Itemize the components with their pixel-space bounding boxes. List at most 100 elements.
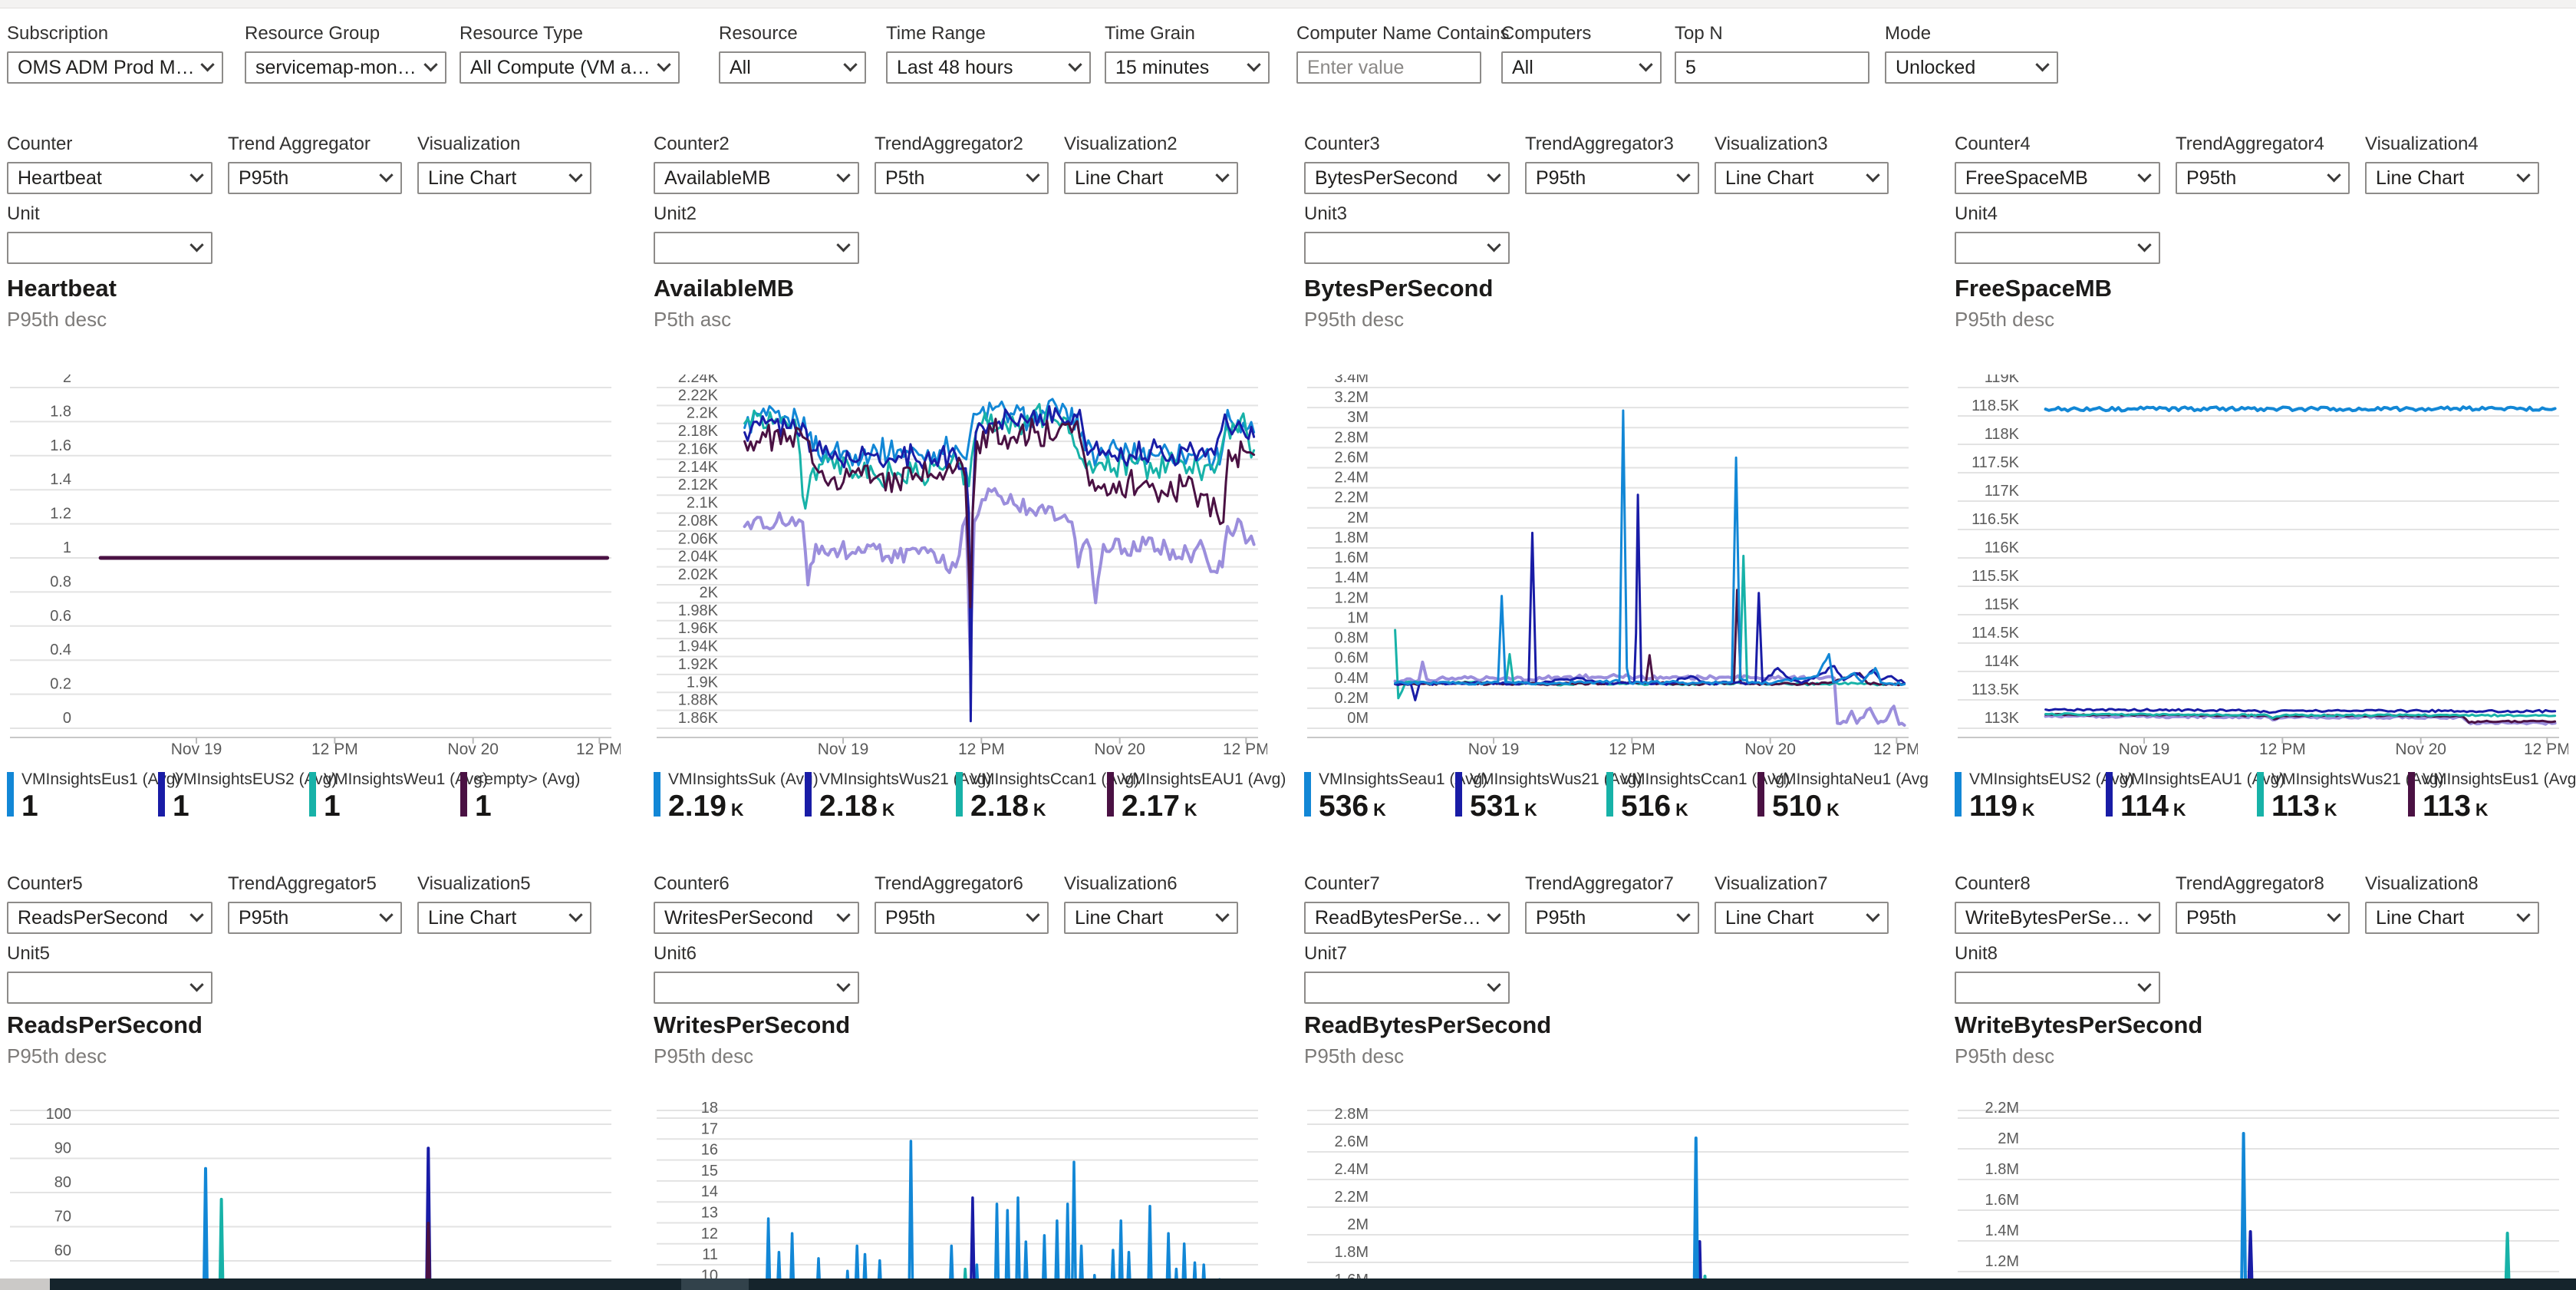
trendaggregator2-select[interactable]: P5th xyxy=(875,162,1049,194)
trendaggregator4-select[interactable]: P95th xyxy=(2176,162,2350,194)
chevron-down-icon xyxy=(1639,57,1653,71)
legend-item[interactable]: VMInsightsSuk (Avg) 2.19 K xyxy=(654,769,819,826)
svg-text:2.8M: 2.8M xyxy=(1335,1106,1369,1123)
filter-counter3: Counter3 BytesPerSecond xyxy=(1304,134,1510,194)
legend-item[interactable]: VMInsightsWus21 (Avg) 113 K xyxy=(2257,769,2443,826)
legend-item[interactable]: VMInsightaNeu1 (Avg 510 K xyxy=(1757,769,1929,826)
chart-subtitle: P5th asc xyxy=(654,308,732,331)
svg-text:2M: 2M xyxy=(1347,1216,1369,1233)
legend-item[interactable]: VMInsightsEAU1 (Avg) 114 K xyxy=(2106,769,2284,826)
legend-item[interactable]: VMInsightsEus1 (Avg) 1 xyxy=(7,769,180,823)
trendaggregator6-select[interactable]: P95th xyxy=(875,902,1049,934)
legend-item[interactable]: VMInsightsCcan1 (Avg) 516 K xyxy=(1606,769,1790,826)
legend-item[interactable]: VMInsightsEUS2 (Avg) 1 xyxy=(158,769,337,823)
counter8-select[interactable]: WriteBytesPerSecond xyxy=(1955,902,2160,934)
unit5-select[interactable] xyxy=(7,972,212,1004)
resource-type-select[interactable]: All Compute (VM and VM... xyxy=(460,51,680,84)
filter-resource-type: Resource Type All Compute (VM and VM... xyxy=(460,23,680,84)
computers-select[interactable]: All xyxy=(1501,51,1662,84)
top-n-input[interactable] xyxy=(1675,51,1869,84)
time-range-select[interactable]: Last 48 hours xyxy=(886,51,1091,84)
svg-text:Nov 19: Nov 19 xyxy=(1468,741,1520,758)
subscription-select[interactable]: OMS ADM Prod Monitori... xyxy=(7,51,223,84)
resource-group-select[interactable]: servicemap-monitoring xyxy=(245,51,446,84)
chevron-down-icon xyxy=(189,907,204,922)
svg-text:0.4: 0.4 xyxy=(50,642,71,658)
svg-text:114K: 114K xyxy=(1985,653,2020,670)
counter-select[interactable]: Heartbeat xyxy=(7,162,212,194)
chart-canvas-FreeSpaceMB: 119K 118.5K 118K 117.5K 117K 116.5K 116K 115.5K… xyxy=(1958,374,2568,758)
filter-trend-aggregator: Trend Aggregator P95th xyxy=(228,134,402,194)
counter6-select[interactable]: WritesPerSecond xyxy=(654,902,859,934)
filter-time-range: Time Range Last 48 hours xyxy=(886,23,1091,84)
legend-item[interactable]: <empty> (Avg) 1 xyxy=(460,769,611,823)
visualization5-select[interactable]: Line Chart xyxy=(417,902,591,934)
filter-visualization: Visualization Line Chart xyxy=(417,134,591,194)
legend-value-unit: K xyxy=(1373,800,1386,820)
counter-group-3: Counter3 BytesPerSecond TrendAggregator3 P9… xyxy=(1304,134,1925,264)
unit2-select[interactable] xyxy=(654,232,859,264)
counter7-select[interactable]: ReadBytesPerSecond xyxy=(1304,902,1510,934)
trendaggregator4-value: P95th xyxy=(2186,167,2237,189)
visualization7-select[interactable]: Line Chart xyxy=(1715,902,1889,934)
unit6-select[interactable] xyxy=(654,972,859,1004)
time-grain-select[interactable]: 15 minutes xyxy=(1105,51,1270,84)
counter4-select[interactable]: FreeSpaceMB xyxy=(1955,162,2160,194)
horizontal-scrollbar[interactable] xyxy=(0,1278,2576,1290)
visualization4-select[interactable]: Line Chart xyxy=(2365,162,2539,194)
svg-text:2.06K: 2.06K xyxy=(678,530,719,547)
visualization8-select[interactable]: Line Chart xyxy=(2365,902,2539,934)
legend-text: VMInsightaNeu1 (Avg 510 K xyxy=(1772,769,1929,826)
svg-text:118K: 118K xyxy=(1985,426,2020,443)
visualization2-select[interactable]: Line Chart xyxy=(1064,162,1238,194)
legend-series-name: VMInsightsEAU1 (Avg) xyxy=(1122,770,1286,788)
legend-item[interactable]: VMInsightsEAU1 (Avg) 2.17 K xyxy=(1107,769,1286,826)
counter3-select[interactable]: BytesPerSecond xyxy=(1304,162,1510,194)
legend-series-value: 536 K xyxy=(1319,790,1386,823)
trendaggregator5-label: TrendAggregator5 xyxy=(228,873,377,894)
resource-select[interactable]: All xyxy=(719,51,866,84)
unit-select[interactable] xyxy=(7,232,212,264)
trendaggregator7-select[interactable]: P95th xyxy=(1525,902,1699,934)
legend-item[interactable]: VMInsightsEUS2 (Avg) 119 K xyxy=(1955,769,2133,826)
svg-text:14: 14 xyxy=(701,1183,718,1200)
unit3-select[interactable] xyxy=(1304,232,1510,264)
legend-text: VMInsightsCcan1 (Avg) 2.18 K xyxy=(970,769,1139,826)
legend-item[interactable]: VMInsightsWus21 (Avg) 531 K xyxy=(1455,769,1642,826)
legend-item[interactable]: VMInsightsWeu1 (Avg) 1 xyxy=(309,769,488,823)
trendaggregator5-select[interactable]: P95th xyxy=(228,902,402,934)
horizontal-scrollbar-thumb[interactable] xyxy=(50,1278,2576,1290)
mode-select[interactable]: Unlocked xyxy=(1885,51,2058,84)
legend-item[interactable]: VMInsightsCcan1 (Avg) 2.18 K xyxy=(956,769,1139,826)
legend-item[interactable]: VMInsightsWus21 (Avg) 2.18 K xyxy=(805,769,991,826)
subscription-label: Subscription xyxy=(7,23,109,44)
unit7-select[interactable] xyxy=(1304,972,1510,1004)
chart-title: BytesPerSecond xyxy=(1304,275,1494,302)
chevron-down-icon xyxy=(2137,237,2152,252)
chevron-down-icon xyxy=(2327,907,2341,922)
visualization-label: Visualization xyxy=(417,134,521,154)
legend-item[interactable]: VMInsightsEus1 (Avg) 113 K xyxy=(2408,769,2576,826)
trendaggregator3-select[interactable]: P95th xyxy=(1525,162,1699,194)
svg-text:Nov 20: Nov 20 xyxy=(447,741,499,758)
mode-value: Unlocked xyxy=(1896,56,1976,78)
trend-aggregator-select[interactable]: P95th xyxy=(228,162,402,194)
counter-group-7: Counter7 ReadBytesPerSecond TrendAggregato… xyxy=(1304,873,1925,1004)
visualization-select[interactable]: Line Chart xyxy=(417,162,591,194)
chart-subtitle: P95th desc xyxy=(1955,1044,2055,1067)
svg-text:0.2M: 0.2M xyxy=(1335,690,1369,707)
unit4-select[interactable] xyxy=(1955,232,2160,264)
computer-name-contains-input[interactable] xyxy=(1296,51,1481,84)
visualization-value: Line Chart xyxy=(428,167,517,189)
svg-text:2.08K: 2.08K xyxy=(678,513,719,530)
trendaggregator8-select[interactable]: P95th xyxy=(2176,902,2350,934)
legend-item[interactable]: VMInsightsSeau1 (Avg) 536 K xyxy=(1304,769,1487,826)
visualization3-select[interactable]: Line Chart xyxy=(1715,162,1889,194)
time-range-value: Last 48 hours xyxy=(897,56,1013,78)
visualization6-select[interactable]: Line Chart xyxy=(1064,902,1238,934)
counter2-select[interactable]: AvailableMB xyxy=(654,162,859,194)
unit8-select[interactable] xyxy=(1955,972,2160,1004)
counter5-select[interactable]: ReadsPerSecond xyxy=(7,902,212,934)
counter8-label: Counter8 xyxy=(1955,873,2031,894)
